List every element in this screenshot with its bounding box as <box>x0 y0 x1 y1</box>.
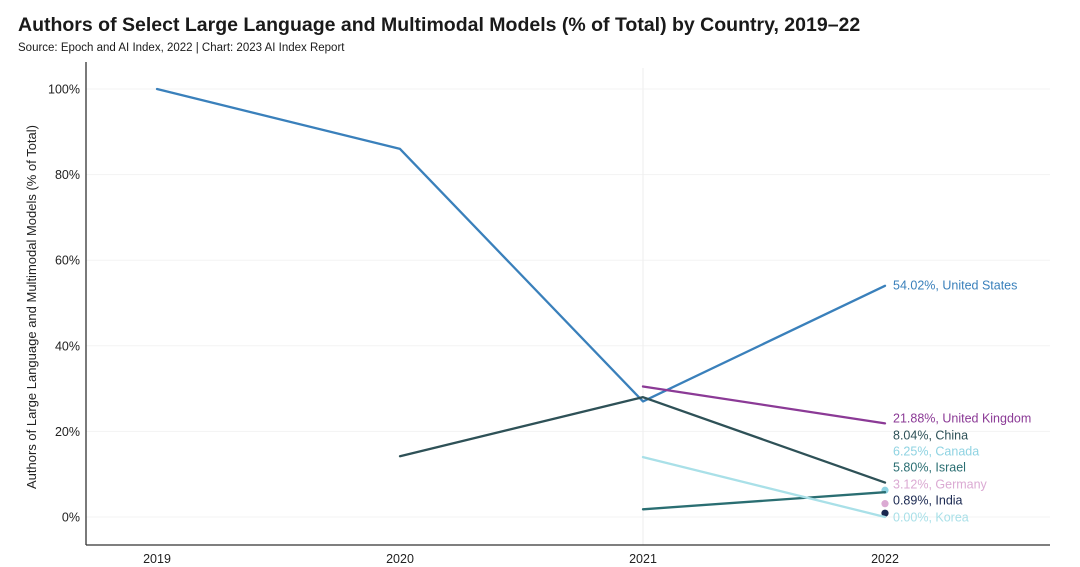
x-tick-label: 2019 <box>143 552 171 566</box>
series-point <box>881 509 889 517</box>
chart-title: Authors of Select Large Language and Mul… <box>18 14 861 36</box>
x-tick-label: 2022 <box>871 552 899 566</box>
series-point <box>881 500 889 508</box>
series-end-label: 8.04%, China <box>893 429 968 443</box>
series-line <box>641 491 887 511</box>
y-tick-label: 0% <box>62 511 80 525</box>
series-end-label: 54.02%, United States <box>893 279 1017 293</box>
labels-layer: 54.02%, United States 21.88%, United King… <box>893 279 1031 525</box>
series-end-label: 0.89%, India <box>893 494 963 508</box>
series-line <box>641 455 887 519</box>
series-end-label: 6.25%, Canada <box>893 445 979 459</box>
y-tick-label: 20% <box>55 425 80 439</box>
chart-source: Source: Epoch and AI Index, 2022 | Chart… <box>18 42 345 54</box>
axes-layer: 0% 20% 40% 60% 80% 100% 2019 2020 2021 2022 Author… <box>24 62 1050 566</box>
series-line <box>398 396 887 484</box>
x-tick-label: 2021 <box>629 552 657 566</box>
series-line <box>155 87 887 403</box>
y-tick-label: 40% <box>55 339 80 353</box>
y-tick-label: 80% <box>55 168 80 182</box>
grid-layer <box>86 68 1050 545</box>
series-line <box>641 385 887 425</box>
series-layer <box>155 87 889 519</box>
series-end-label: 21.88%, United Kingdom <box>893 412 1031 426</box>
y-tick-label: 60% <box>55 254 80 268</box>
series-end-label: 5.80%, Israel <box>893 461 966 475</box>
x-tick-label: 2020 <box>386 552 414 566</box>
y-tick-label: 100% <box>48 83 80 97</box>
series-end-label: 0.00%, Korea <box>893 511 969 525</box>
series-end-label: 3.12%, Germany <box>893 478 988 492</box>
y-axis-title: Authors of Large Language and Multimodal… <box>24 125 39 489</box>
